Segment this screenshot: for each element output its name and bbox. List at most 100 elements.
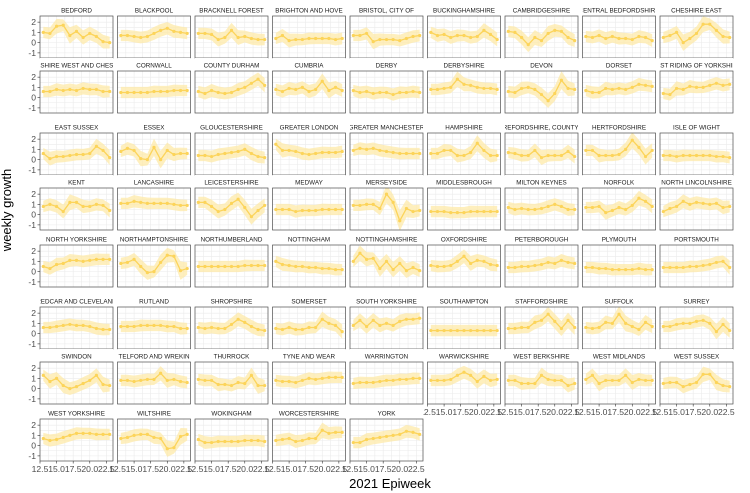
- data-point: [358, 380, 362, 385]
- data-point: [643, 35, 648, 40]
- data-point: [714, 154, 719, 159]
- y-tick-label: 2: [31, 308, 36, 318]
- panel: NORTH LINCOLNSHIRE: [659, 175, 734, 231]
- panel-strip: [582, 58, 656, 71]
- confidence-ribbon: [663, 194, 730, 218]
- data-point: [462, 153, 466, 158]
- data-point: [165, 253, 169, 257]
- y-tick-label: 0: [31, 441, 36, 451]
- data-point: [617, 205, 621, 210]
- data-point: [435, 87, 440, 92]
- data-point: [88, 378, 92, 383]
- panel-title: EAST RIDING OF YORKSHIRE: [652, 63, 741, 70]
- data-point: [54, 87, 59, 92]
- panel: CUMBRIA: [272, 58, 346, 114]
- panel-title: WEST YORKSHIRE: [48, 411, 105, 418]
- data-point: [546, 99, 550, 103]
- data-point: [455, 373, 459, 377]
- data-point: [449, 85, 453, 89]
- data-point: [152, 89, 156, 94]
- panel-title: LEICESTERSHIRE: [204, 180, 258, 187]
- data-point: [236, 380, 240, 385]
- data-point: [196, 325, 200, 330]
- data-point: [358, 251, 362, 255]
- panel: OXFORDSHIRE: [427, 232, 501, 288]
- panel-border: [349, 187, 424, 231]
- data-point: [617, 378, 621, 383]
- data-point: [61, 88, 65, 93]
- data-point: [68, 322, 72, 327]
- data-point: [398, 261, 402, 266]
- data-point: [274, 438, 278, 443]
- data-point: [482, 259, 486, 263]
- data-point: [314, 208, 318, 213]
- data-point: [442, 32, 446, 37]
- data-point: [81, 259, 85, 263]
- data-point: [364, 437, 369, 442]
- panel-border: [659, 361, 734, 405]
- data-point: [287, 263, 291, 268]
- panel-border: [582, 361, 656, 405]
- panel-title: CHESHIRE WEST AND CHESTER: [27, 63, 126, 70]
- data-point: [688, 153, 692, 158]
- confidence-ribbon: [275, 73, 343, 99]
- data-point: [364, 202, 369, 206]
- panel: MEDWAY: [272, 175, 346, 231]
- panel: COUNTY DURHAM: [194, 58, 269, 114]
- data-point: [185, 266, 189, 271]
- data-point: [610, 378, 614, 383]
- data-point: [351, 33, 355, 38]
- panel: CHESHIRE EAST: [659, 3, 734, 59]
- data-point: [223, 151, 227, 156]
- data-point: [482, 148, 486, 153]
- data-point: [668, 206, 672, 211]
- x-tick-label: 22.5: [563, 407, 580, 417]
- data-point: [637, 82, 641, 86]
- x-tick-label: 15.0: [358, 464, 375, 474]
- panel-strip: [40, 3, 113, 16]
- panel-border: [39, 244, 114, 288]
- data-point: [597, 204, 601, 209]
- confidence-ribbon: [120, 138, 188, 169]
- data-point: [668, 265, 672, 270]
- data-point: [488, 328, 493, 333]
- data-point: [88, 151, 92, 156]
- panel: WARRINGTON: [349, 349, 424, 405]
- data-point: [482, 328, 486, 333]
- panel-border: [194, 361, 269, 405]
- data-point: [455, 259, 459, 263]
- data-point: [216, 90, 220, 95]
- data-point: [694, 380, 699, 385]
- data-point: [546, 260, 550, 265]
- data-point: [630, 380, 634, 385]
- data-point: [236, 264, 240, 269]
- data-point: [559, 258, 564, 262]
- panel-title: SOUTH YORKSHIRE: [356, 299, 417, 306]
- data-point: [108, 432, 112, 436]
- panel-border: [39, 361, 114, 405]
- data-point: [74, 200, 79, 204]
- y-tick-label: 2: [31, 189, 36, 199]
- panel-strip: [350, 232, 423, 245]
- data-point: [650, 267, 654, 272]
- data-point: [506, 326, 510, 331]
- panel-title: ISLE OF WIGHT: [673, 125, 720, 132]
- data-point: [223, 382, 227, 387]
- confidence-ribbon: [198, 367, 265, 394]
- data-point: [701, 201, 705, 205]
- data-point: [411, 265, 415, 270]
- data-point: [559, 153, 564, 158]
- data-point: [243, 438, 247, 443]
- data-point: [364, 89, 369, 94]
- data-point: [566, 383, 570, 388]
- x-tick-label: 12.5: [264, 464, 281, 474]
- data-point: [294, 209, 298, 214]
- data-point: [61, 383, 65, 388]
- data-point: [495, 263, 499, 268]
- data-point: [256, 37, 260, 42]
- panel-title: CENTRAL BEDFORDSHIRE: [579, 8, 660, 15]
- data-point: [287, 148, 291, 153]
- data-point: [274, 87, 278, 92]
- data-point: [688, 321, 692, 325]
- data-point: [553, 153, 557, 158]
